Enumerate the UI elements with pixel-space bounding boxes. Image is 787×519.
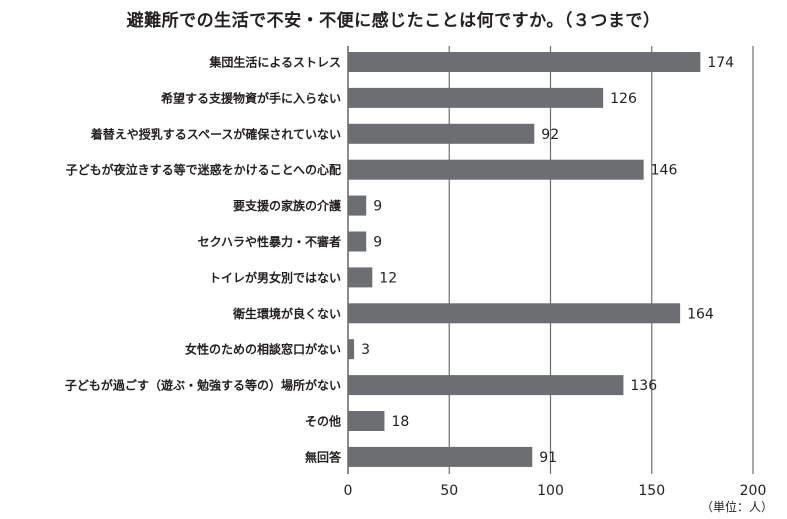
category-label: 希望する支援物資が手に入らない: [160, 90, 341, 105]
category-label: セクハラや性暴力・不審者: [198, 234, 341, 249]
bar: [348, 446, 533, 467]
category-label: 子どもが夜泣きする等で迷惑をかけることへの心配: [66, 162, 341, 177]
x-tick-label: 100: [537, 483, 564, 499]
category-label: 衛生環境が良くない: [232, 306, 341, 321]
bar: [348, 267, 373, 288]
category-label: その他: [305, 414, 341, 429]
value-label: 126: [610, 91, 637, 107]
bar: [348, 231, 367, 252]
x-tick-label: 150: [638, 483, 665, 499]
x-tick-label: 0: [344, 483, 353, 499]
value-label: 164: [687, 306, 714, 322]
x-axis-ticks: 0 50 100 150 200: [344, 483, 767, 499]
value-label: 91: [539, 450, 557, 466]
bar: [348, 339, 355, 360]
bar: [348, 123, 535, 144]
chart-title: 避難所での生活で不安・不便に感じたことは何ですか。（３つまで）: [126, 11, 661, 31]
value-label: 174: [707, 55, 734, 71]
grid-lines: [347, 46, 754, 474]
bar: [348, 52, 701, 72]
bar: [348, 375, 624, 396]
value-label: 136: [630, 378, 657, 394]
category-label: 着替えや授乳するスペースが確保されていない: [90, 126, 341, 141]
x-tick-label: 200: [740, 483, 767, 499]
bar: [348, 411, 385, 431]
value-label: 9: [373, 199, 382, 215]
value-label: 12: [379, 270, 397, 286]
value-label: 9: [373, 235, 382, 251]
category-label: 要支援の家族の介護: [233, 198, 342, 213]
bar: [348, 195, 367, 216]
category-label: 無回答: [305, 449, 342, 464]
category-label: トイレが男女別ではない: [209, 270, 341, 285]
value-label: 92: [541, 127, 559, 143]
value-labels: 174 126 92 146 9 9 12 164 3 136 18 91: [361, 55, 734, 466]
category-labels: 集団生活によるストレス希望する支援物資が手に入らない着替えや授乳するスペースが確…: [65, 55, 342, 465]
unit-label: （単位：人）: [700, 500, 773, 514]
value-label: 3: [361, 342, 370, 358]
category-label: 集団生活によるストレス: [208, 55, 341, 70]
bar: [348, 303, 681, 324]
category-label: 子どもが過ごす（遊ぶ・勉強する等の）場所がない: [65, 378, 341, 393]
category-label: 女性のための相談窓口がない: [185, 342, 341, 357]
x-tick-label: 50: [440, 483, 458, 499]
value-label: 18: [391, 414, 409, 430]
bar: [348, 87, 604, 108]
value-label: 146: [651, 163, 678, 179]
bar: [348, 159, 644, 180]
bars: [348, 52, 701, 467]
